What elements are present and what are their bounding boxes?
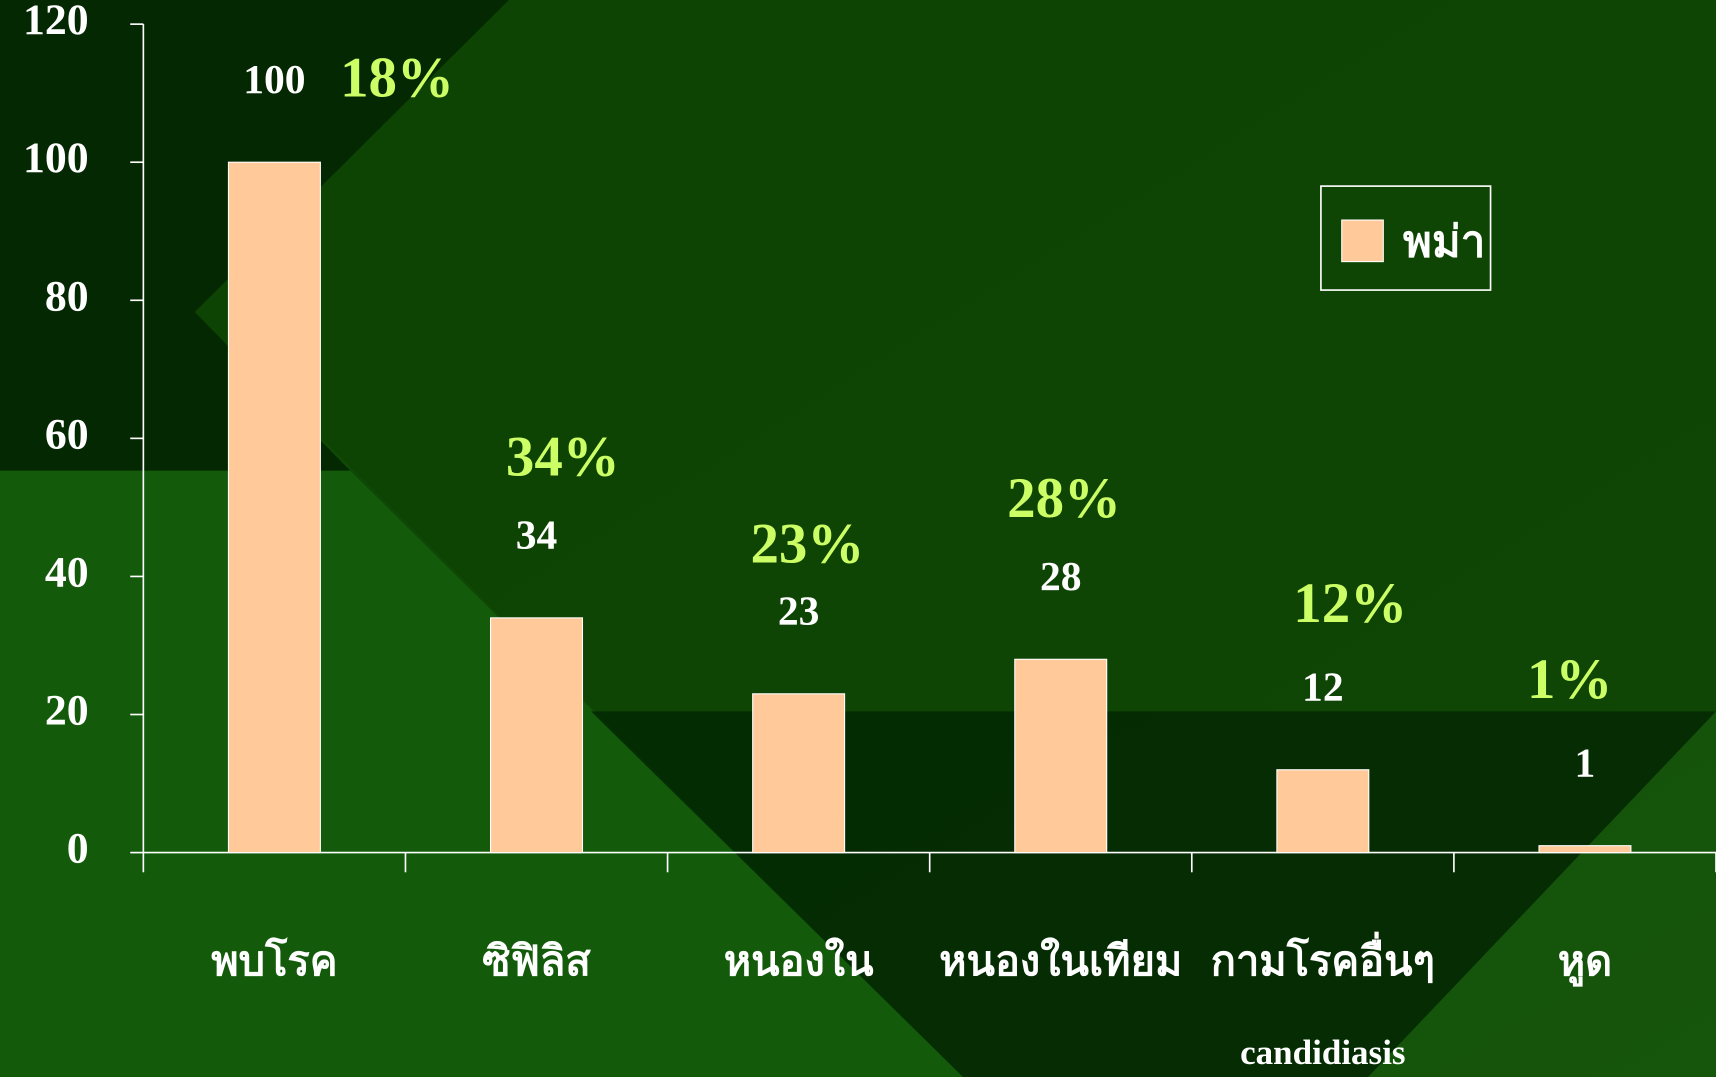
data-label: 1 — [1575, 739, 1596, 785]
y-tick-label: 100 — [23, 134, 89, 182]
percent-label: 23% — [750, 512, 864, 575]
bar — [752, 693, 846, 854]
legend-swatch — [1341, 219, 1384, 263]
x-tick-label: ซิฟิลิส — [482, 938, 591, 984]
bar — [227, 161, 321, 854]
x-tick-label: หูด — [1558, 938, 1612, 987]
bar — [490, 617, 584, 854]
x-tick-label: หนองในเทียม — [939, 937, 1182, 984]
bar — [1276, 769, 1370, 854]
y-tick-label: 0 — [67, 825, 89, 873]
bar — [1014, 658, 1108, 854]
y-tick-label: 40 — [45, 548, 89, 596]
legend: พม่า — [1320, 185, 1492, 291]
x-tick-label: พบโรค — [211, 936, 337, 984]
bar — [1538, 845, 1632, 854]
data-label: 12 — [1302, 663, 1344, 709]
x-tick-label: กามโรคอื่นๆ — [1211, 931, 1435, 984]
legend-label: พม่า — [1403, 218, 1485, 266]
y-tick-label: 20 — [45, 687, 89, 735]
y-tick-label: 60 — [45, 410, 89, 458]
percent-label: 1% — [1527, 648, 1612, 711]
y-tick-label: 80 — [45, 272, 89, 320]
y-tick-label: 120 — [23, 0, 89, 44]
percent-label: 18% — [340, 46, 454, 109]
legend-box — [1320, 185, 1492, 291]
x-tick-label: หนองใน — [724, 937, 874, 984]
data-label: 23 — [778, 588, 820, 634]
percent-label: 28% — [1007, 467, 1121, 530]
data-label: 100 — [243, 56, 305, 102]
data-label: 28 — [1040, 553, 1082, 599]
category-note: candidiasis — [1240, 1033, 1405, 1072]
percent-label: 34% — [506, 426, 620, 489]
background-shape — [590, 711, 1716, 1077]
percent-label: 12% — [1293, 572, 1407, 635]
data-label: 34 — [516, 512, 558, 558]
